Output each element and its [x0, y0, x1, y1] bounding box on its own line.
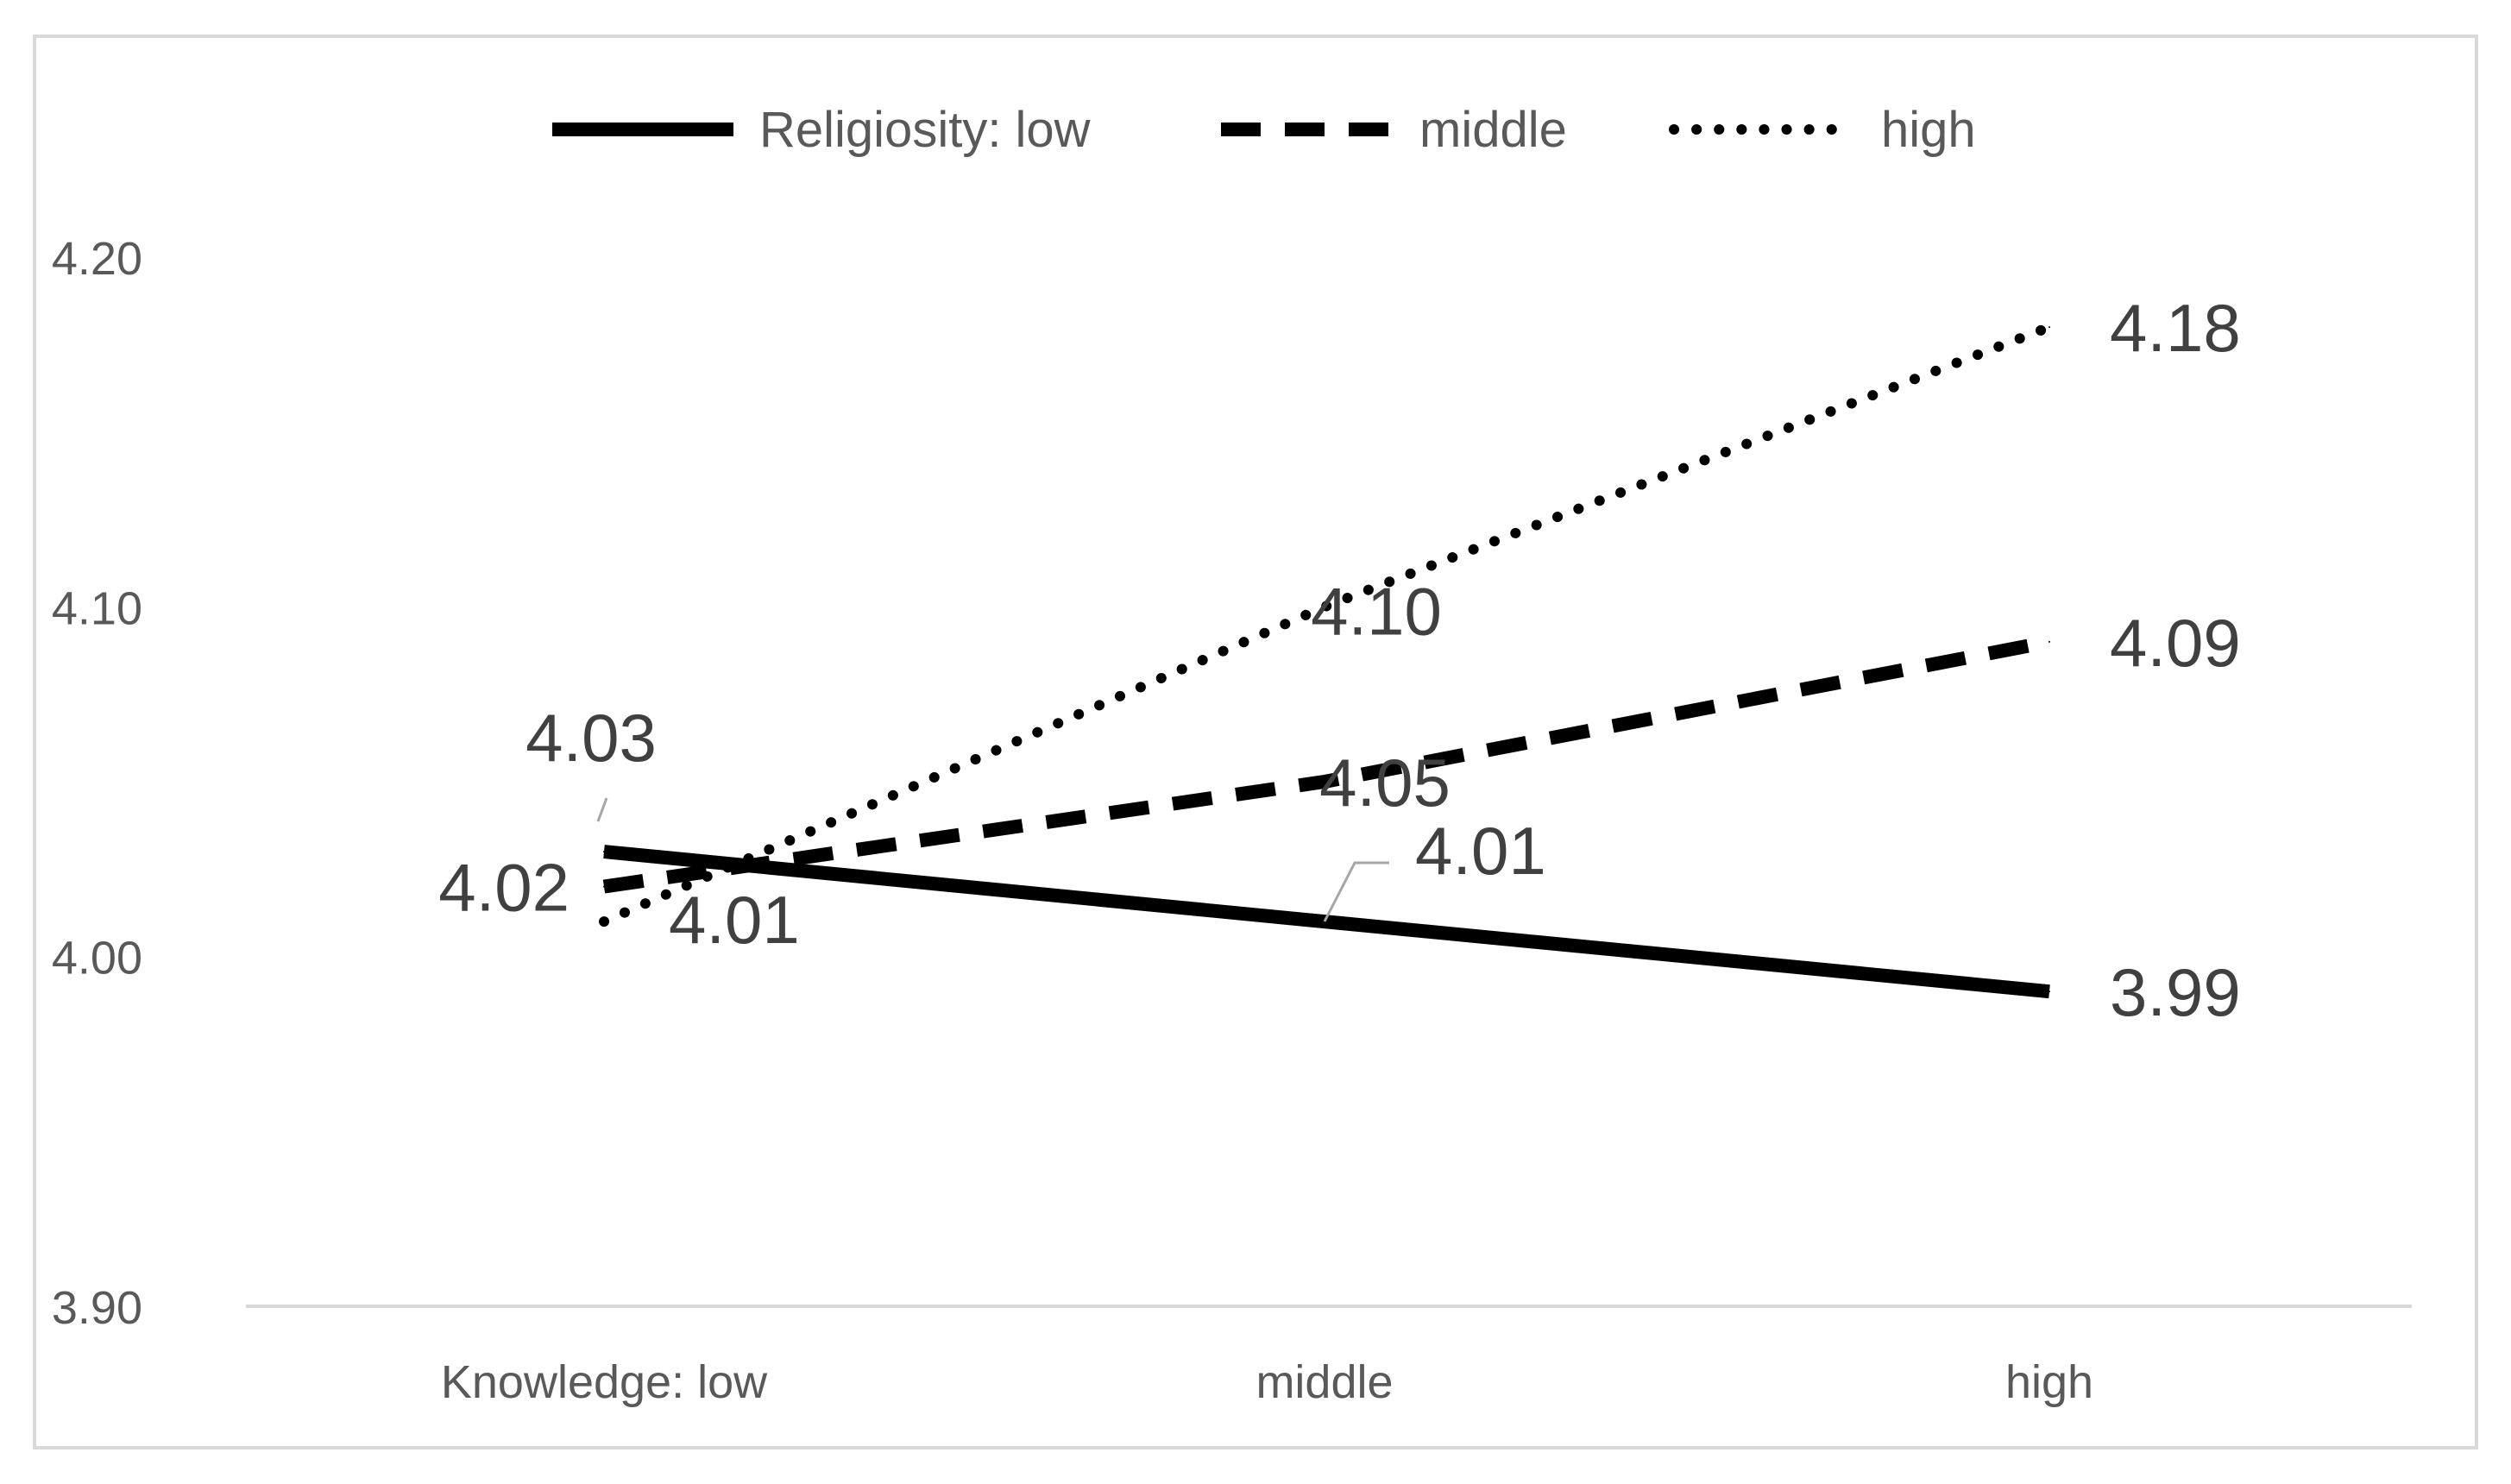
data-label-s3-p2: 4.10: [1311, 573, 1442, 649]
y-tick-label: 4.00: [52, 933, 142, 984]
data-point-s2-p1: [603, 885, 605, 888]
y-tick-label: 4.20: [52, 233, 142, 285]
data-label-s1-p3: 3.99: [2110, 954, 2241, 1030]
data-point-s1-p1: [603, 851, 605, 853]
x-tick-label: middle: [1256, 1356, 1393, 1408]
data-point-s1-p3: [2048, 990, 2050, 993]
data-point-s3-p3: [2048, 326, 2050, 329]
data-label-s3-p1: 4.01: [669, 882, 800, 958]
y-tick-label: 4.10: [52, 582, 142, 634]
data-label-s2-p3: 4.09: [2110, 605, 2241, 681]
data-label-s2-p2: 4.05: [1319, 745, 1451, 821]
y-tick-label: 3.90: [52, 1282, 142, 1334]
x-tick-label: Knowledge: low: [441, 1356, 768, 1408]
chart-frame: [33, 35, 2478, 1449]
legend-label-3: high: [1881, 102, 1976, 158]
data-label-s1-p2: 4.01: [1415, 813, 1546, 889]
data-point-s2-p2: [1324, 781, 1325, 783]
data-label-s3-p3: 4.18: [2110, 290, 2241, 366]
x-tick-label: high: [2005, 1356, 2093, 1408]
data-point-s2-p3: [2048, 640, 2050, 643]
data-point-s3-p1: [603, 921, 605, 923]
series-line-1: [603, 845, 2050, 999]
data-label-s1-p1: 4.03: [525, 700, 657, 776]
data-point-s3-p2: [1324, 606, 1325, 608]
data-label-s2-p1: 4.02: [438, 850, 570, 926]
legend-label-2: middle: [1419, 102, 1567, 158]
leader-line-s1-p1: [596, 797, 608, 822]
leader-line-s1-p2: [1323, 861, 1389, 922]
legend-label-1: Religiosity: low: [759, 102, 1092, 158]
